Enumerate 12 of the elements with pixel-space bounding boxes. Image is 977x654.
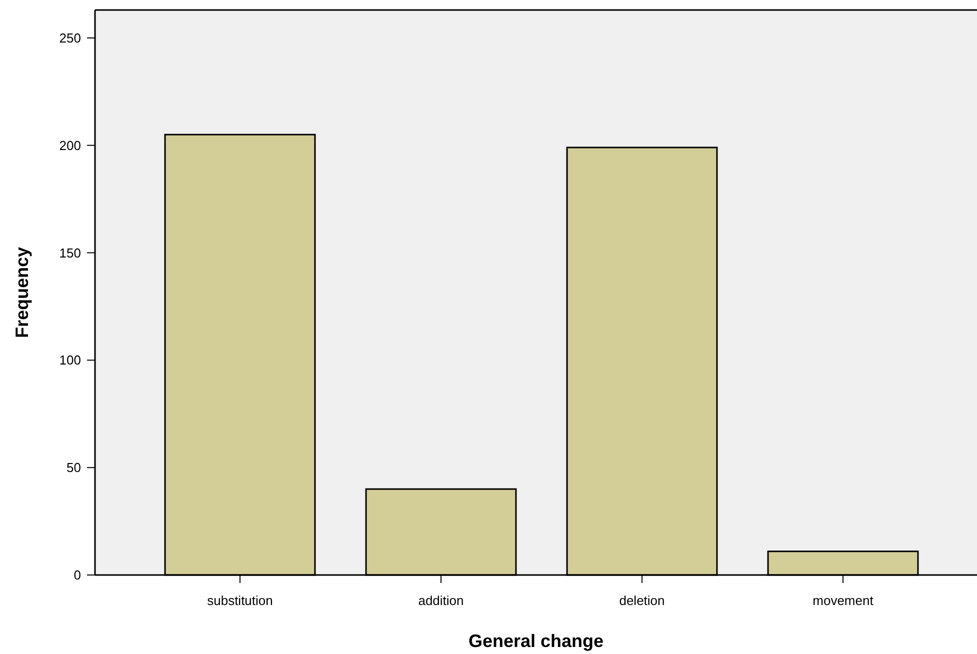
x-tick-label: movement bbox=[812, 593, 874, 608]
y-tick-label: 250 bbox=[59, 30, 81, 46]
y-tick-label: 200 bbox=[59, 138, 81, 153]
y-tick-label: 50 bbox=[66, 460, 81, 476]
y-tick-label: 150 bbox=[59, 245, 81, 260]
x-tick-label: substitution bbox=[207, 593, 273, 608]
y-tick-label: 100 bbox=[59, 352, 81, 368]
y-tick-label: 0 bbox=[74, 568, 81, 583]
y-axis-title: Frequency bbox=[12, 246, 32, 338]
x-axis-title: General change bbox=[468, 631, 604, 651]
x-tick-label: deletion bbox=[619, 593, 665, 608]
x-tick-label: addition bbox=[418, 593, 464, 608]
